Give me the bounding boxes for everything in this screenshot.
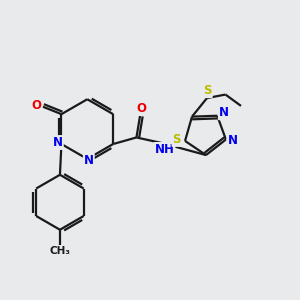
Text: O: O (31, 99, 41, 112)
Text: NH: NH (154, 143, 175, 156)
Text: S: S (203, 84, 212, 97)
Text: N: N (219, 106, 229, 119)
Text: CH₃: CH₃ (50, 246, 70, 256)
Text: N: N (227, 134, 238, 147)
Text: S: S (172, 133, 181, 146)
Text: N: N (84, 154, 94, 167)
Text: O: O (136, 102, 146, 115)
Text: N: N (53, 136, 63, 149)
